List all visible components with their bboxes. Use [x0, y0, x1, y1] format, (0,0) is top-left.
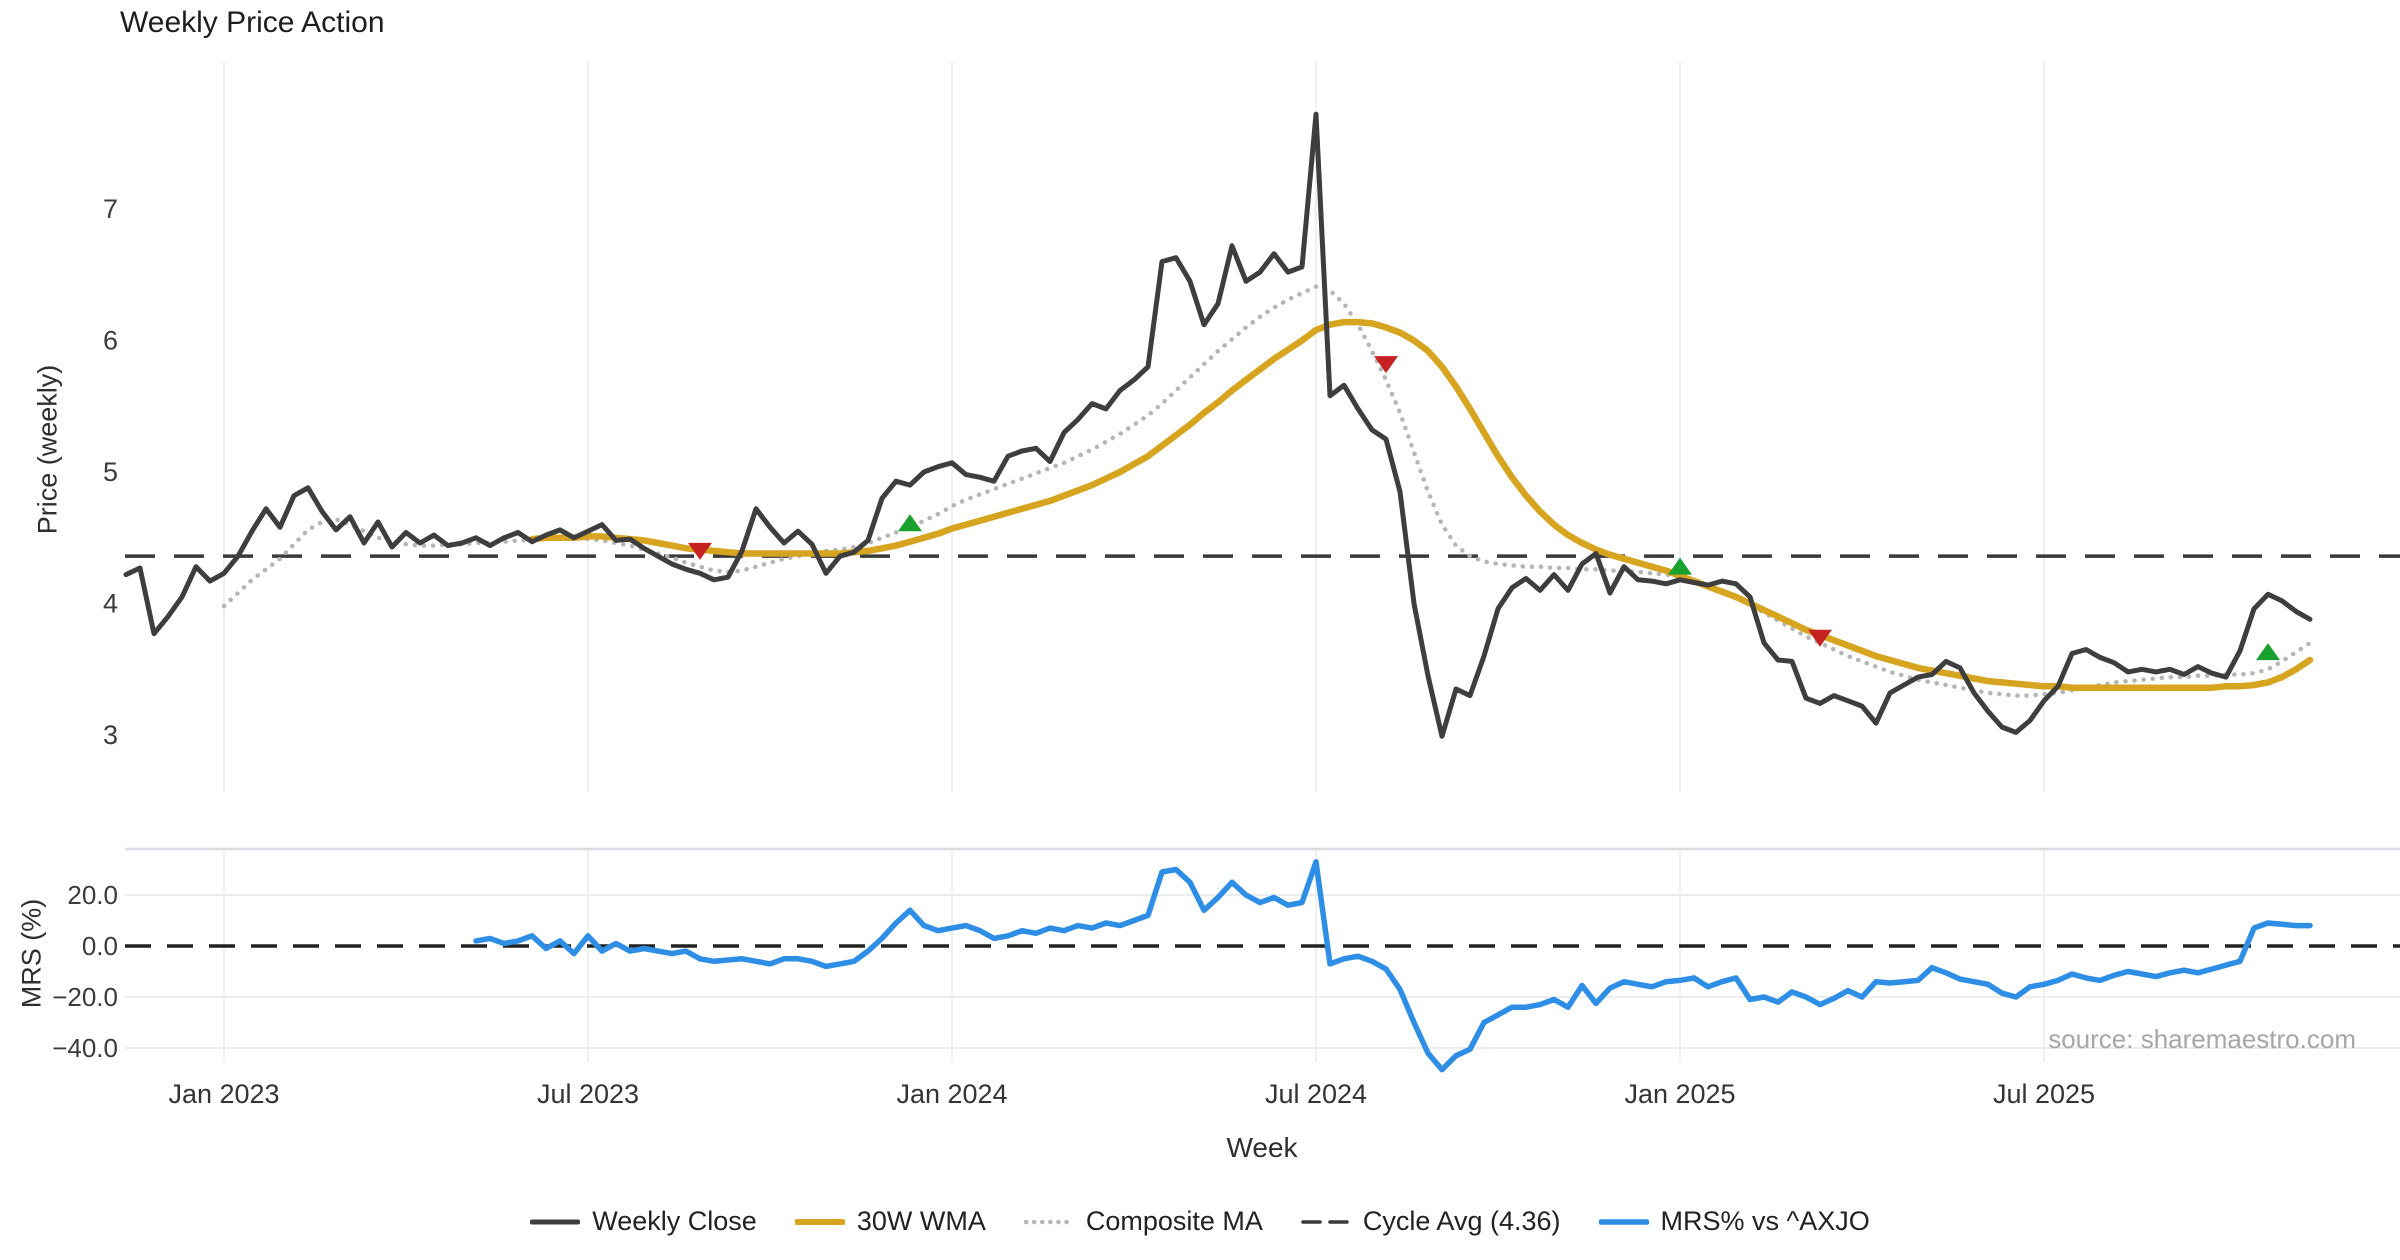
mrs-line: [473, 859, 2313, 1073]
chart-legend: Weekly Close 30W WMA Composite MA Cycle Avg…: [0, 1206, 2400, 1237]
x-tick-label: Jan 2024: [896, 1079, 1007, 1109]
price-tick-label: 6: [103, 326, 118, 356]
mrs-tick-label: −20.0: [52, 982, 118, 1012]
price-axis-label: Price (weekly): [32, 364, 63, 535]
buy-signal-marker[interactable]: [898, 514, 922, 532]
legend-swatch-mrs: [1598, 1218, 1649, 1225]
legend-label-composite: Composite MA: [1085, 1206, 1263, 1236]
x-tick-label: Jul 2023: [537, 1079, 639, 1109]
price-tick-label: 5: [103, 457, 118, 487]
legend-label-mrs: MRS% vs ^AXJO: [1660, 1206, 1870, 1236]
legend-item-mrs[interactable]: MRS% vs ^AXJO: [1598, 1206, 1870, 1237]
legend-item-wma[interactable]: 30W WMA: [794, 1206, 986, 1237]
price-tick-label: 7: [103, 194, 118, 224]
legend-item-close[interactable]: Weekly Close: [530, 1206, 757, 1237]
gridlines: Jan 2023 Jul 2023 Jan 2024 Jul 2024 Jan 2025…: [52, 62, 2400, 1109]
legend-swatch-cycle: [1301, 1219, 1351, 1224]
wma-line: [528, 318, 2314, 691]
sell-signal-marker[interactable]: [1374, 356, 1398, 374]
legend-label-cycle: Cycle Avg (4.36): [1362, 1206, 1561, 1236]
x-tick-label: Jul 2024: [1265, 1079, 1367, 1109]
composite-line: [221, 284, 2313, 698]
legend-label-close: Weekly Close: [592, 1206, 757, 1236]
chart-title: Weekly Price Action: [120, 6, 385, 39]
source-note: source: sharemaestro.com: [2048, 1024, 2356, 1054]
price-tick-label: 4: [103, 589, 118, 619]
mrs-tick-label: 20.0: [67, 880, 118, 910]
sell-signal-marker[interactable]: [688, 542, 712, 560]
legend-swatch-wma: [794, 1218, 845, 1225]
legend-swatch-close: [530, 1219, 581, 1224]
sell-signal-marker[interactable]: [1808, 629, 1832, 647]
mrs-tick-label: −40.0: [52, 1033, 118, 1063]
legend-item-cycle[interactable]: Cycle Avg (4.36): [1301, 1206, 1561, 1237]
mrs-axis-label: MRS (%): [16, 898, 47, 1009]
price-tick-label: 3: [103, 720, 118, 750]
mrs-tick-label: 0.0: [82, 931, 118, 961]
legend-label-wma: 30W WMA: [856, 1206, 986, 1236]
x-tick-label: Jan 2025: [1624, 1079, 1735, 1109]
buy-signal-marker[interactable]: [2256, 643, 2280, 661]
legend-swatch-composite: [1023, 1219, 1074, 1224]
buy-signal-marker[interactable]: [1668, 557, 1692, 575]
x-axis-label: Week: [1226, 1132, 1298, 1163]
close-line: [123, 111, 2313, 739]
legend-item-composite[interactable]: Composite MA: [1023, 1206, 1263, 1237]
x-tick-label: Jan 2023: [168, 1079, 279, 1109]
x-tick-label: Jul 2025: [1993, 1079, 2095, 1109]
